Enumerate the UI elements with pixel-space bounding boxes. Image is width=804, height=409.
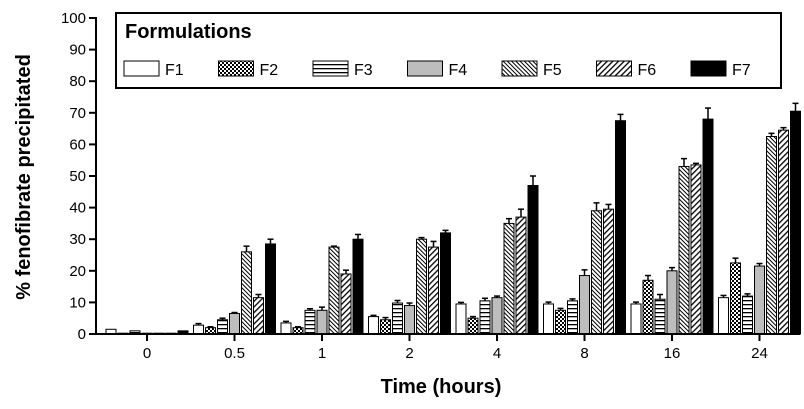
y-tick-label: 100 xyxy=(61,10,86,27)
x-axis-title: Time (hours) xyxy=(381,376,502,398)
legend-label-f4: F4 xyxy=(449,62,468,79)
y-tick-label: 10 xyxy=(69,294,86,311)
bar-f6-1 xyxy=(340,273,352,335)
bar-f1-1 xyxy=(280,322,292,335)
legend-label-f2: F2 xyxy=(260,62,279,79)
bar-f4-1 xyxy=(316,309,328,335)
bar-f2-16 xyxy=(642,279,654,335)
bar-f4-0_5 xyxy=(229,312,240,335)
bar-f1-0_5 xyxy=(193,324,204,335)
bar-f2-8 xyxy=(555,309,566,335)
bar-f3-24 xyxy=(742,295,753,335)
y-axis-title: % fenofibrate precipitated xyxy=(13,54,35,300)
bar-f5-24 xyxy=(766,136,777,335)
legend-label-f7: F7 xyxy=(732,62,751,79)
legend-swatch-f7 xyxy=(690,60,727,77)
legend-label-f5: F5 xyxy=(543,62,562,79)
bar-f3-2 xyxy=(392,302,403,335)
bar-f6-0_5 xyxy=(253,297,264,335)
y-tick-label: 90 xyxy=(69,42,86,59)
bar-f2-24 xyxy=(730,262,741,335)
bar-f1-24 xyxy=(718,297,729,335)
bar-f7-2 xyxy=(440,232,451,335)
x-tick-label: 4 xyxy=(493,345,501,362)
bar-f1-2 xyxy=(368,316,379,335)
x-tick-label: 1 xyxy=(318,345,326,362)
legend-swatch-f2 xyxy=(218,60,254,77)
bar-f7-1 xyxy=(352,238,364,335)
legend-swatch-f6 xyxy=(596,60,632,77)
bar-f6-24 xyxy=(778,129,789,335)
legend-label-f6: F6 xyxy=(638,62,657,79)
legend-swatch-f3 xyxy=(312,60,349,77)
bar-f1-8 xyxy=(543,303,554,335)
legend-swatch-f1 xyxy=(123,60,160,77)
legend-swatch-f4 xyxy=(407,60,443,77)
bar-f4-4 xyxy=(491,297,503,335)
bar-f5-2 xyxy=(416,238,427,335)
y-tick-label: 40 xyxy=(69,200,86,217)
legend-title: Formulations xyxy=(125,21,252,43)
bar-f4-24 xyxy=(754,265,765,335)
bar-f1-4 xyxy=(455,303,467,335)
bar-f5-4 xyxy=(503,222,515,335)
bar-f2-2 xyxy=(380,319,391,335)
bar-f7-24 xyxy=(790,110,801,335)
bar-f2-4 xyxy=(467,317,479,335)
x-tick-label: 0 xyxy=(143,345,151,362)
bar-f6-4 xyxy=(515,216,527,335)
bar-f4-16 xyxy=(666,270,678,335)
y-tick-label: 80 xyxy=(69,73,86,90)
bar-f3-1 xyxy=(304,309,316,335)
bar-f5-16 xyxy=(678,166,690,335)
bar-f5-8 xyxy=(591,210,602,335)
bar-f7-16 xyxy=(702,118,714,335)
y-tick-label: 50 xyxy=(69,168,86,185)
bar-f5-1 xyxy=(328,246,340,335)
y-tick-label: 70 xyxy=(69,105,86,122)
legend-swatch-f5 xyxy=(501,60,538,77)
legend-label-f1: F1 xyxy=(165,62,184,79)
x-tick-label: 24 xyxy=(751,345,768,362)
legend-label-f3: F3 xyxy=(354,62,373,79)
bar-f6-16 xyxy=(690,164,702,335)
bar-f4-2 xyxy=(404,305,415,335)
bar-f4-8 xyxy=(579,275,590,335)
bar-f6-2 xyxy=(428,246,439,335)
y-tick-label: 0 xyxy=(78,326,86,343)
y-tick-label: 60 xyxy=(69,136,86,153)
bar-f3-0_5 xyxy=(217,319,228,335)
bar-f3-4 xyxy=(479,300,491,335)
legend: Formulations F1 F2 F3 F4 F5 F6 F7 xyxy=(115,12,782,89)
bar-f5-0_5 xyxy=(241,251,252,335)
bar-f6-8 xyxy=(603,208,614,335)
x-tick-label: 0.5 xyxy=(224,345,245,362)
bar-f3-16 xyxy=(654,298,666,335)
bar-f7-4 xyxy=(527,184,539,335)
bar-f3-8 xyxy=(567,300,578,335)
y-tick-label: 30 xyxy=(69,231,86,248)
y-tick-label: 20 xyxy=(69,263,86,280)
bar-f7-8 xyxy=(615,120,626,335)
x-tick-label: 16 xyxy=(664,345,681,362)
x-tick-label: 8 xyxy=(580,345,588,362)
bar-f1-16 xyxy=(630,303,642,335)
x-tick-label: 2 xyxy=(405,345,413,362)
bar-f7-0_5 xyxy=(265,243,276,335)
